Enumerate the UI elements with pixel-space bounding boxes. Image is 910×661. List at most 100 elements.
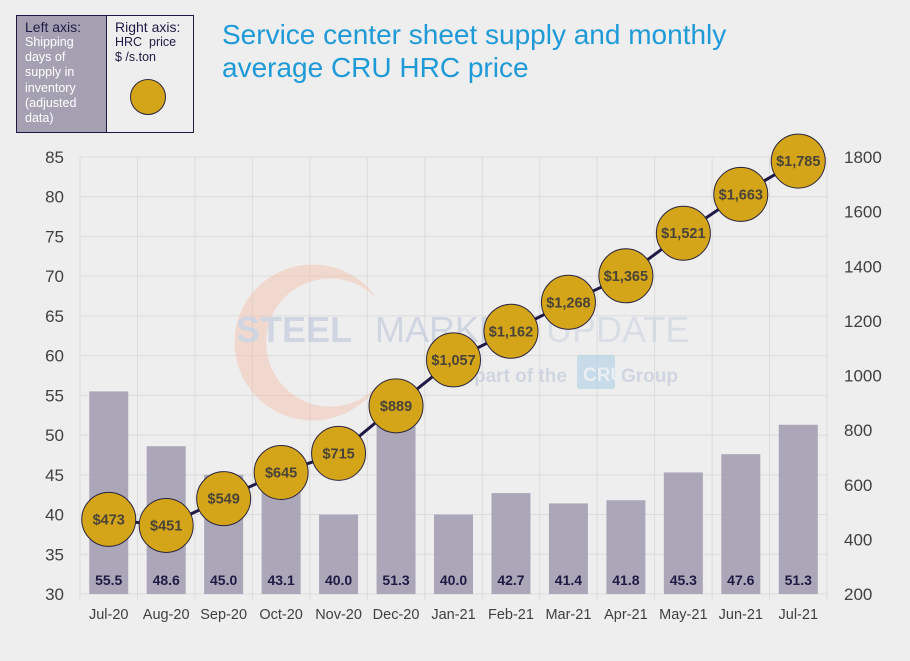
price-marker (713, 166, 769, 222)
bar (376, 424, 416, 594)
bar-data-label: 41.4 (555, 572, 582, 588)
x-axis-tick-label: Oct-20 (259, 607, 303, 623)
price-marker-label: $1,785 (776, 154, 820, 170)
bar-data-label: 55.5 (95, 572, 122, 588)
legend-right-axis: Right axis: HRC price $ /s.ton (107, 16, 193, 132)
watermark-arc-icon (234, 264, 378, 421)
price-marker (598, 248, 654, 304)
left-axis-tick-label: 70 (45, 267, 64, 286)
watermark-steel: STEEL (236, 309, 352, 350)
price-marker (655, 205, 711, 261)
legend-right-line: HRC price (115, 35, 177, 49)
right-axis: 200 400 600 800 1000 1200 1400 1600 1800 (844, 148, 882, 604)
bar-data-label: 47.6 (727, 572, 754, 588)
chart-title-line: average CRU HRC price (222, 52, 529, 83)
bar (663, 472, 703, 594)
price-marker-label: $1,365 (604, 269, 648, 285)
right-axis-tick-label: 1600 (844, 203, 882, 222)
left-axis-tick-label: 55 (45, 386, 64, 405)
price-marker (81, 491, 137, 547)
bar-data-label: 45.3 (670, 572, 697, 588)
left-axis-tick-label: 50 (45, 426, 64, 445)
bar-data-label: 42.7 (497, 572, 524, 588)
x-axis-tick-label: Jun-21 (719, 607, 763, 623)
x-axis-tick-label: Aug-20 (143, 607, 190, 623)
bar (491, 493, 531, 594)
bar-data-label: 41.8 (612, 572, 639, 588)
bar (434, 514, 473, 594)
price-marker (196, 471, 252, 527)
price-marker-label: $1,162 (489, 324, 533, 340)
price-marker-label: $715 (322, 446, 354, 462)
bar (778, 424, 818, 594)
watermark: STEEL MARKET UPDATE part of the CRU Grou… (234, 264, 689, 421)
legend-left-line: supply in (25, 65, 75, 80)
x-axis-tick-label: Apr-21 (604, 607, 648, 623)
legend-left-line: inventory (25, 80, 76, 95)
left-axis-tick-label: 80 (45, 188, 64, 207)
price-marker-label: $473 (93, 512, 125, 528)
price-marker (770, 133, 826, 189)
right-axis-tick-label: 1000 (844, 367, 882, 386)
legend-left-axis: Left axis: Shipping days of supply in in… (17, 16, 107, 132)
left-axis-tick-label: 40 (45, 506, 64, 525)
price-marker-label: $451 (150, 518, 182, 534)
x-axis-tick-label: Mar-21 (545, 607, 591, 623)
legend-left-line: Shipping (25, 35, 74, 49)
price-marker (426, 332, 481, 388)
gold-circle-icon (130, 79, 166, 115)
price-marker (540, 274, 596, 330)
watermark-cru-text: CRU (583, 365, 624, 386)
bar-data-label: 43.1 (267, 572, 294, 588)
left-axis-tick-label: 30 (45, 585, 64, 604)
legend: Left axis: Shipping days of supply in in… (16, 15, 194, 133)
price-marker-label: $549 (208, 492, 240, 508)
price-marker-label: $889 (380, 399, 412, 415)
legend-left-line: days of (25, 50, 66, 65)
x-axis: Jul-20 Aug-20 Sep-20 Oct-20 Nov-20 Dec-20 Jan-… (89, 607, 818, 623)
price-marker-label: $1,057 (431, 353, 475, 369)
watermark-cru-logo-icon (577, 355, 615, 389)
bar-data-label: 51.3 (785, 572, 812, 588)
right-axis-tick-label: 200 (844, 585, 872, 604)
right-axis-tick-label: 1200 (844, 312, 882, 331)
left-axis: 30 35 40 45 50 55 60 65 70 75 80 85 (45, 148, 64, 604)
price-marker (483, 303, 539, 359)
price-marker (253, 444, 309, 500)
bar (606, 500, 646, 594)
x-axis-tick-label: Jan-21 (431, 607, 475, 623)
price-marker-label: $1,268 (546, 295, 590, 311)
bar-data-label: 51.3 (382, 572, 409, 588)
x-axis-tick-label: Nov-20 (315, 607, 362, 623)
chart-title: Service center sheet supply and monthly … (222, 18, 782, 84)
bar (319, 514, 359, 594)
bar-data-label: 40.0 (440, 572, 467, 588)
bar-data-label: 40.0 (325, 572, 352, 588)
right-axis-tick-label: 1400 (844, 257, 882, 276)
legend-left-line: data) (25, 111, 54, 126)
legend-left-line: (adjusted (25, 95, 77, 110)
x-axis-tick-label: May-21 (659, 607, 707, 623)
left-axis-tick-label: 35 (45, 545, 64, 564)
chart-title-line: Service center sheet supply and monthly (222, 19, 727, 50)
bar-labels: 55.5 48.6 45.0 43.1 40.0 51.3 40.0 42.7 41.4 41.8… (95, 572, 812, 588)
price-marker (368, 378, 424, 434)
price-marker-label: $1,663 (719, 187, 763, 203)
right-axis-tick-label: 1800 (844, 148, 882, 167)
gridlines (79, 156, 828, 600)
legend-right-heading: Right axis: (115, 19, 181, 35)
right-axis-tick-label: 400 (844, 530, 872, 549)
x-axis-tick-label: Dec-20 (373, 607, 420, 623)
bar (548, 503, 588, 594)
left-axis-tick-label: 85 (45, 148, 64, 167)
left-axis-tick-label: 60 (45, 347, 64, 366)
price-marker (311, 425, 367, 481)
watermark-tagline-pre: part of the (474, 366, 567, 387)
right-axis-tick-label: 600 (844, 476, 872, 495)
bar (721, 454, 761, 594)
left-axis-tick-label: 45 (45, 466, 64, 485)
right-axis-tick-label: 800 (844, 421, 872, 440)
left-axis-tick-label: 75 (45, 227, 64, 246)
legend-left-heading: Left axis: (25, 19, 82, 35)
